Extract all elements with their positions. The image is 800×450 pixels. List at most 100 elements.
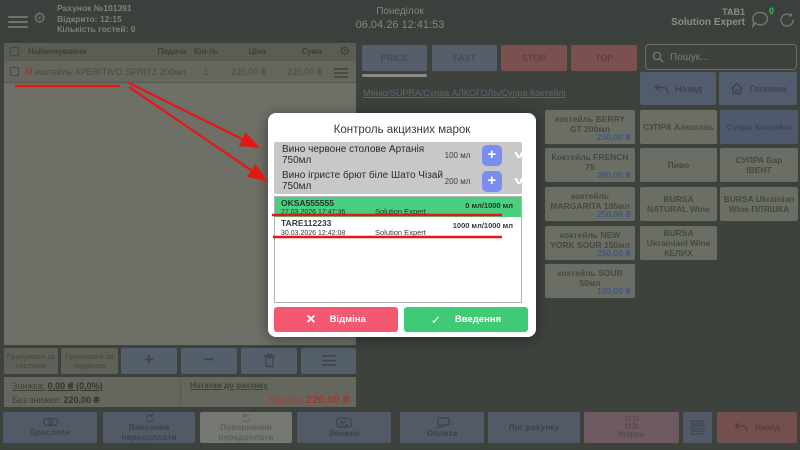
total-label: Разом: (269, 395, 304, 406)
excise-marker: М (25, 67, 33, 77)
bracelets-button[interactable]: Браслети (3, 412, 97, 443)
chevron-down-icon[interactable]: v (514, 149, 524, 161)
payment-button[interactable]: Оплата (400, 412, 484, 443)
order-log-button[interactable]: Лог рахунку (488, 412, 580, 443)
search-box[interactable] (645, 44, 797, 70)
stack-button[interactable] (683, 412, 712, 443)
order-row[interactable]: М коктейль APERITIVO SPRITZ 200мл 0 1 22… (4, 61, 356, 83)
terminal-user: TAB1 Solution Expert (671, 7, 745, 28)
item-serve: 0 (169, 67, 175, 77)
category-supra-cocktails-selected[interactable]: Супра Коктейлі (720, 110, 798, 144)
excise-stamps-modal: Контроль акцизних марок Вино червоне сто… (268, 113, 536, 337)
stack-icon (690, 419, 705, 435)
confirm-button[interactable]: ✓ Введення (404, 307, 528, 332)
terminal-tab: TAB1 (722, 7, 745, 17)
hamburger-menu-icon[interactable] (8, 13, 28, 31)
discount-value[interactable]: 0,00 ₴ (0,0%) (47, 381, 103, 391)
stamp-item-name: Вино червоне столове Артанія 750мл (282, 144, 425, 166)
row-checkbox[interactable] (10, 67, 19, 76)
subtotal-label: Без знижки: (12, 395, 61, 405)
refund-button[interactable]: Повернення передоплати (200, 412, 292, 443)
gear-icon[interactable]: ⚙ (33, 10, 47, 27)
breadcrumb[interactable]: Меню/SUPRA/Супра АЛКОГОЛЬ/Супра Коктейлі (363, 88, 566, 98)
stamp-items-block: Вино червоне столове Артанія 750мл 100 м… (274, 142, 524, 194)
product-sour-50[interactable]: коктейль SOUR 50мл 100,00 ₴ (545, 264, 635, 298)
trash-icon (263, 353, 275, 368)
product-berry-gt[interactable]: коктейль BERRY GT 200мл 250,00 ₴ (545, 110, 635, 144)
chat-icon[interactable]: 0 (751, 6, 774, 33)
product-price: 250,00 ₴ (596, 248, 631, 258)
cancel-x-icon: × (306, 310, 316, 328)
deposit-button[interactable]: Внесення передоплати (103, 412, 195, 443)
add-stamp-button[interactable]: + (481, 170, 502, 192)
add-stamp-button[interactable]: + (481, 144, 502, 166)
datetime: 06.04.26 12:41:53 (355, 19, 445, 31)
order-actions-row: Групувати за гостями Групувати за подаче… (4, 348, 356, 374)
chevron-down-icon[interactable]: v (514, 175, 524, 187)
delete-item-button[interactable] (241, 348, 297, 374)
list-icon (321, 355, 336, 366)
product-price: 250,00 ₴ (596, 132, 631, 142)
payment-label: Оплата (426, 427, 458, 438)
category-bursa-wine-bottle[interactable]: BURSA Ukrainian Wine ПЛЯШКА (720, 187, 798, 221)
col-qty: Кіл-ть (194, 47, 218, 56)
confirm-check-icon: ✓ (430, 312, 441, 327)
cancel-button[interactable]: × Відміна (274, 307, 398, 332)
menu-back-button[interactable]: Назад (640, 72, 716, 105)
row-menu-icon[interactable] (334, 66, 348, 80)
stamp-datetime: 30.03.2026 12:42:08 (281, 230, 346, 237)
top-bar: ⚙ Рахунок №101391 Відкрито: 12:15 Кількі… (0, 0, 800, 42)
stamp-item-row: Вино ігристе брют біле Шато Чізай 750мл … (274, 168, 524, 194)
decrease-qty-button[interactable]: − (181, 348, 237, 374)
product-new-york-sour[interactable]: коктейль NEW YORK SOUR 150мл 250,00 ₴ (545, 226, 635, 260)
order-table-header: Найменування Подача Кіл-ть Ціна Сума ⚙ (4, 43, 356, 61)
tab-fast[interactable]: FAST (432, 45, 497, 71)
minus-icon: − (204, 350, 214, 369)
stamp-volume: 0 мл/1000 мл (465, 201, 513, 210)
modal-title: Контроль акцизних марок (333, 124, 471, 136)
product-french-75[interactable]: Коктейль FRENCH 75 280,00 ₴ (545, 148, 635, 182)
tab-price[interactable]: PRICE (362, 45, 427, 71)
stamp-list: OKSA555555 27.03.2026 17:47:36 Solution … (274, 196, 522, 303)
group-by-serve-button[interactable]: Групувати за подачею (61, 348, 118, 374)
back-bottom-button[interactable]: Назад (717, 412, 797, 443)
table-settings-gear-icon[interactable]: ⚙ (339, 44, 350, 58)
category-bursa-wine-glass[interactable]: BURSA Ukrainianl Wine КЕЛИХ (640, 226, 717, 260)
tab-stop[interactable]: STOP (501, 45, 567, 71)
stamp-item-name: Вино ігристе брют біле Шато Чізай 750мл (282, 170, 443, 192)
menu-home-button[interactable]: Головна (719, 72, 797, 105)
product-margarita[interactable]: коктейль MARGARITA 105мл 250,00 ₴ (545, 187, 635, 221)
order-notes-link[interactable]: Нотатки до рахунку (190, 381, 268, 390)
group-by-guests-button[interactable]: Групувати за гостями (4, 348, 58, 374)
item-price: 220,00 ₴ (230, 67, 266, 77)
stamp-row[interactable]: TARE112233 30.03.2026 12:42:08 Solution … (275, 217, 521, 238)
discount-label[interactable]: Знижка: (12, 381, 46, 391)
discounts-button[interactable]: Знижки (297, 412, 391, 443)
clock: Понеділок 06.04.26 12:41:53 (330, 6, 470, 31)
category-bursa-natural-wine[interactable]: BURSA NATURAL Wine (640, 187, 717, 221)
row-options-button[interactable] (301, 348, 356, 374)
category-beer[interactable]: Пиво (640, 148, 717, 182)
item-qty: 1 (203, 67, 209, 77)
stamp-user: Solution Expert (375, 207, 426, 216)
confirm-label: Введення (454, 314, 502, 325)
active-tab-indicator (362, 74, 427, 77)
back-arrow-icon (654, 82, 669, 94)
menu-back-label: Назад (675, 83, 702, 94)
plus-icon: + (144, 350, 154, 369)
product-price: 280,00 ₴ (596, 170, 631, 180)
col-name: Найменування (28, 47, 87, 56)
chat-badge: 0 (768, 6, 774, 16)
category-supra-bar-event[interactable]: СУПРА Бар ІВЕНТ (720, 148, 798, 182)
back-bottom-label: Назад (754, 421, 781, 432)
marks-button[interactable]: Марки (584, 412, 679, 443)
search-input[interactable] (670, 51, 790, 63)
stamp-row-selected[interactable]: OKSA555555 27.03.2026 17:47:36 Solution … (275, 197, 521, 217)
increase-qty-button[interactable]: + (121, 348, 177, 374)
select-all-checkbox[interactable] (10, 47, 19, 56)
tab-top[interactable]: TOP (571, 45, 637, 71)
weekday: Понеділок (376, 6, 424, 17)
category-supra-alcohol[interactable]: СУПРА Алкоголь (640, 110, 717, 144)
refresh-icon[interactable] (778, 11, 795, 33)
guest-count: Кількість гостей: 0 (57, 24, 136, 34)
